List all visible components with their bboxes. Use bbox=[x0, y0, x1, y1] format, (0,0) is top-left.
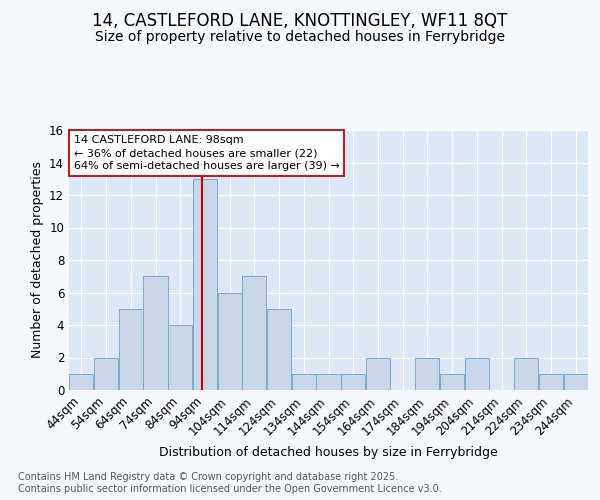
Bar bbox=[539, 374, 563, 390]
Bar bbox=[119, 308, 143, 390]
Bar bbox=[464, 358, 489, 390]
Bar bbox=[94, 358, 118, 390]
Bar bbox=[341, 374, 365, 390]
Bar bbox=[242, 276, 266, 390]
Bar bbox=[143, 276, 167, 390]
Text: Contains HM Land Registry data © Crown copyright and database right 2025.
Contai: Contains HM Land Registry data © Crown c… bbox=[18, 472, 442, 494]
Bar bbox=[366, 358, 390, 390]
Bar bbox=[415, 358, 439, 390]
Bar bbox=[168, 325, 193, 390]
Bar bbox=[267, 308, 291, 390]
Bar bbox=[440, 374, 464, 390]
Bar bbox=[69, 374, 94, 390]
Bar bbox=[563, 374, 588, 390]
Text: Size of property relative to detached houses in Ferrybridge: Size of property relative to detached ho… bbox=[95, 30, 505, 44]
Text: 14 CASTLEFORD LANE: 98sqm
← 36% of detached houses are smaller (22)
64% of semi-: 14 CASTLEFORD LANE: 98sqm ← 36% of detac… bbox=[74, 135, 340, 172]
Bar bbox=[218, 292, 242, 390]
Bar bbox=[514, 358, 538, 390]
Y-axis label: Number of detached properties: Number of detached properties bbox=[31, 162, 44, 358]
X-axis label: Distribution of detached houses by size in Ferrybridge: Distribution of detached houses by size … bbox=[159, 446, 498, 459]
Bar bbox=[193, 179, 217, 390]
Bar bbox=[292, 374, 316, 390]
Text: 14, CASTLEFORD LANE, KNOTTINGLEY, WF11 8QT: 14, CASTLEFORD LANE, KNOTTINGLEY, WF11 8… bbox=[92, 12, 508, 30]
Bar bbox=[316, 374, 341, 390]
